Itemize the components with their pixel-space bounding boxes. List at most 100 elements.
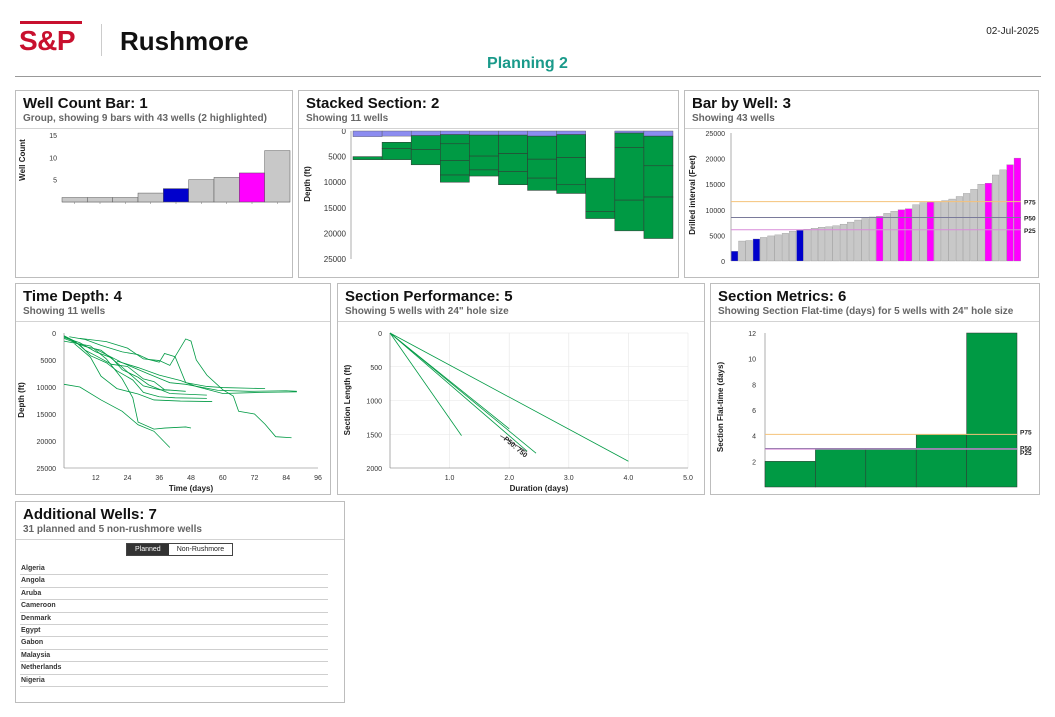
y-tick-label: 10000 [706,208,726,215]
logo-separator [101,24,102,56]
p50-line [500,435,528,453]
series-line [69,336,266,390]
list-item[interactable]: Malaysia [20,650,328,663]
bar [839,223,847,262]
list-item[interactable]: Netherlands [20,662,328,675]
y-tick-label: 10000 [324,178,347,187]
series-line [63,340,192,430]
bar [926,201,934,262]
list-item[interactable]: Angola [20,575,328,588]
section-performance-panel[interactable]: Section Performance: 5 Showing 5 wells w… [337,283,705,495]
reference-label: P75 [1020,429,1032,436]
bar [970,189,978,262]
bar [803,229,811,262]
x-axis-label: Time (days) [169,484,214,493]
tab-non-rushmore[interactable]: Non-Rushmore [168,544,233,555]
bar-segment [469,134,499,157]
y-tick-label: 10 [748,357,756,364]
bar [789,231,797,262]
y-tick-label: 15000 [706,182,726,189]
bar-segment [469,130,499,136]
y-tick-label: 20000 [324,229,347,238]
bar-segment [527,135,557,160]
y-axis-label: Well Count [18,139,27,181]
bar [112,197,139,203]
y-axis-label: Section Length (ft) [343,364,352,435]
stacked-section-chart[interactable]: 0 5000 10000 15000 20000 25000 Depth (ft) [299,129,678,277]
country-list: Algeria Angola Aruba Cameroon Denmark Eg… [20,563,328,687]
x-tick-label: 2.0 [504,475,514,482]
section-metrics-panel[interactable]: Section Metrics: 6 Showing Section Flat-… [710,283,1040,495]
y-tick-label: 10000 [37,385,57,392]
list-item[interactable]: Aruba [20,588,328,601]
header-divider [15,76,1041,77]
bar-by-well-panel[interactable]: Bar by Well: 3 Showing 43 wells 0 5000 100… [684,90,1039,278]
series-line [95,348,297,392]
list-item[interactable]: Gabon [20,637,328,650]
y-tick-label: 15 [49,133,57,140]
y-tick-label: 20000 [37,439,57,446]
bar-segment [527,177,557,191]
y-tick-label: 15000 [324,204,347,213]
bar [137,192,164,203]
tab-planned[interactable]: Planned [127,544,169,555]
bar-segment [440,160,470,176]
series-line [116,360,297,394]
y-tick-label: 2000 [366,466,382,473]
bar [977,184,985,262]
bar [781,233,789,262]
bar-segment [469,169,499,177]
bar [963,193,971,262]
bar [774,234,782,262]
panel-subtitle: 31 planned and 5 non-rushmore wells [23,524,202,535]
time-depth-panel[interactable]: Time Depth: 4 Showing 11 wells 0 5000 1000… [15,283,331,495]
bar [865,448,917,488]
series-line [63,383,171,448]
panel-subtitle: Showing 11 wells [306,113,389,124]
list-item[interactable]: Nigeria [20,675,328,687]
bar [731,251,739,262]
section-metrics-chart[interactable]: 2 4 6 8 10 12 Section Flat-time (days) P75 P50P2… [711,322,1039,494]
y-tick-label: 5000 [328,153,346,162]
list-item[interactable]: Egypt [20,625,328,638]
panel-divider [338,321,704,322]
bar-by-well-chart[interactable]: 0 5000 10000 15000 20000 25000 Drilled interva… [685,129,1038,277]
y-tick-label: 25000 [37,466,57,473]
bar [1013,157,1021,262]
stacked-section-panel[interactable]: Stacked Section: 2 Showing 11 wells 0 500… [298,90,679,278]
bar [745,240,753,262]
list-item[interactable]: Denmark [20,613,328,625]
wells-toggle[interactable]: Planned Non-Rushmore [126,543,234,556]
panel-subtitle: Showing 11 wells [23,306,106,317]
bar [738,240,746,262]
x-tick-label: 36 [155,475,163,482]
bar [966,332,1018,488]
y-tick-label: 8 [752,382,756,389]
well-count-bar-panel[interactable]: Well Count Bar: 1 Group, showing 9 bars … [15,90,293,278]
bar [264,150,291,203]
well-count-bar-chart[interactable]: 5 10 15 Well Count [16,129,292,277]
section-performance-chart[interactable]: 0 500 1000 1500 2000 1.0 2.0 3.0 4.0 5.0 Section L… [338,322,704,494]
panel-title: Additional Wells: 7 [23,506,157,523]
panel-title: Well Count Bar: 1 [23,95,148,112]
page-header: S&P Rushmore 02-Jul-2025 Planning 2 [0,0,1055,80]
time-depth-chart[interactable]: 0 5000 10000 15000 20000 25000 12 24 36 48 60 72 84 9… [16,322,330,494]
bar [868,216,876,262]
bar [87,197,113,203]
y-tick-label: 0 [342,129,347,136]
x-tick-label: 4.0 [624,475,634,482]
page-title: Planning 2 [487,55,568,72]
list-item[interactable]: Algeria [20,563,328,576]
panel-divider [16,539,344,540]
bar [188,179,215,203]
reference-label: P75 [1024,200,1036,207]
panel-subtitle: Group, showing 9 bars with 43 wells (2 h… [23,113,267,124]
list-item[interactable]: Cameroon [20,600,328,613]
bar [883,213,891,262]
x-tick-label: 72 [251,475,259,482]
additional-wells-panel[interactable]: Additional Wells: 7 31 planned and 5 non… [15,501,345,703]
bar [897,209,905,262]
bar [213,177,240,203]
bar-segment [556,184,586,194]
panel-title: Time Depth: 4 [23,288,122,305]
